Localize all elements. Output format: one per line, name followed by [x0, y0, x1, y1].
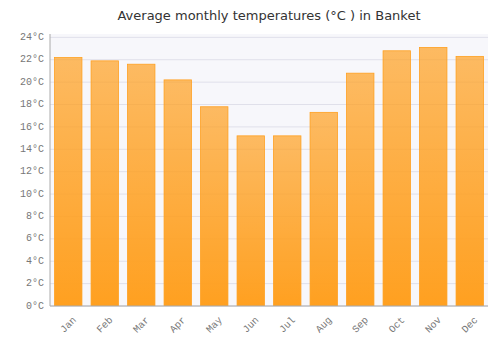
y-tick-label: 12°C — [20, 166, 44, 177]
bar — [128, 64, 155, 306]
x-tick-label: Nov — [423, 315, 444, 336]
bars — [55, 47, 484, 306]
bar — [55, 58, 82, 306]
y-tick-label: 18°C — [20, 99, 44, 110]
y-tick-label: 8°C — [26, 211, 44, 222]
y-tick-label: 20°C — [20, 77, 44, 88]
bar — [274, 136, 301, 306]
grid-line — [50, 37, 488, 38]
page: {"chart_data": {"type": "bar", "title": … — [0, 0, 500, 350]
bar — [420, 47, 447, 306]
chart-title: Average monthly temperatures (°C ) in Ba… — [117, 8, 420, 23]
grid-line — [50, 306, 488, 307]
x-axis-line — [50, 306, 488, 307]
bar — [237, 136, 264, 306]
bar — [310, 112, 337, 306]
x-tick-label: Jul — [277, 315, 298, 336]
bar — [347, 73, 374, 306]
x-tick-label: Dec — [460, 315, 481, 336]
x-tick-label: Sep — [350, 315, 371, 336]
x-tick-label: Apr — [168, 315, 189, 336]
bar — [91, 61, 118, 306]
y-tick-label: 24°C — [20, 32, 44, 43]
bar — [383, 51, 410, 306]
y-tick-label: 10°C — [20, 189, 44, 200]
y-tick-label: 0°C — [26, 301, 44, 312]
y-tick-label: 4°C — [26, 256, 44, 267]
x-tick-label: Oct — [387, 315, 408, 336]
x-tick-label: Aug — [314, 315, 335, 336]
x-tick-label: Jun — [241, 315, 262, 336]
bar — [201, 107, 228, 306]
y-tick-label: 14°C — [20, 144, 44, 155]
y-tick-label: 16°C — [20, 122, 44, 133]
chart-svg: 0°C 2°C 4°C 6°C 8°C 10°C 12°C 14°C 16°C 18°C 20°C 2… — [0, 0, 500, 350]
y-tick-label: 6°C — [26, 233, 44, 244]
bar — [164, 80, 191, 306]
y-axis-line — [50, 34, 51, 306]
x-tick-label: Mar — [131, 315, 152, 336]
x-tick-labels: Jan Feb Mar Apr May Jun Jul Aug Sep Oct Nov Dec — [58, 315, 480, 336]
x-tick-label: May — [204, 315, 225, 336]
bar — [456, 56, 483, 306]
plot-background — [50, 34, 488, 306]
y-tick-label: 22°C — [20, 54, 44, 65]
y-grid — [50, 37, 488, 306]
y-tick-labels: 0°C 2°C 4°C 6°C 8°C 10°C 12°C 14°C 16°C 18°C 20°C 2… — [20, 32, 44, 312]
x-tick-label: Jan — [58, 315, 79, 336]
y-tick-label: 2°C — [26, 278, 44, 289]
chart-container: 0°C 2°C 4°C 6°C 8°C 10°C 12°C 14°C 16°C 18°C 20°C 2… — [0, 0, 500, 350]
x-tick-label: Feb — [95, 315, 116, 336]
